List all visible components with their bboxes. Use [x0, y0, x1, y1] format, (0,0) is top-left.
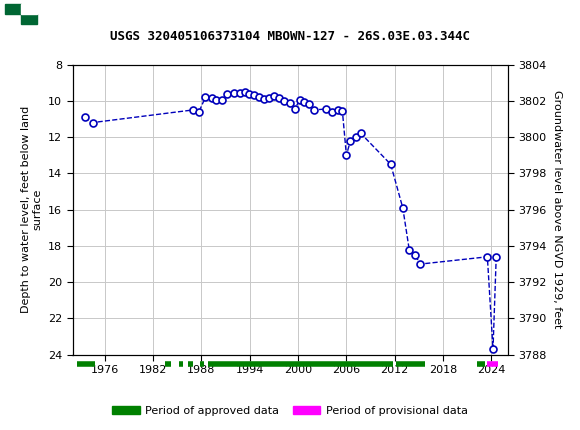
Y-axis label: Groundwater level above NGVD 1929, feet: Groundwater level above NGVD 1929, feet: [552, 90, 562, 329]
Text: USGS: USGS: [41, 6, 88, 22]
Legend: Period of approved data, Period of provisional data: Period of approved data, Period of provi…: [107, 401, 473, 420]
Bar: [5, 14, 21, 24]
Bar: [21, 14, 37, 24]
Bar: [21, 4, 37, 14]
Y-axis label: Depth to water level, feet below land
surface: Depth to water level, feet below land su…: [21, 106, 42, 313]
Text: USGS 320405106373104 MBOWN-127 - 26S.03E.03.344C: USGS 320405106373104 MBOWN-127 - 26S.03E…: [110, 30, 470, 43]
Bar: [5, 4, 21, 14]
